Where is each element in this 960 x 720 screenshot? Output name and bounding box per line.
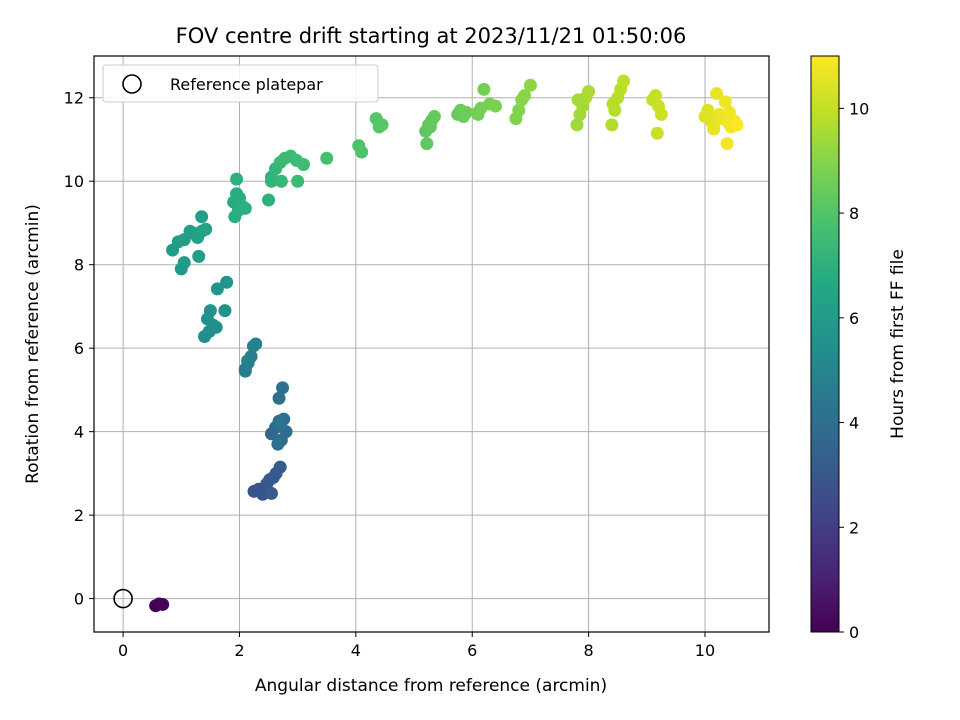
x-tick-label: 0	[118, 641, 128, 660]
data-point	[523, 78, 537, 92]
x-tick-label: 8	[584, 641, 594, 660]
data-point	[489, 99, 503, 113]
y-tick-label: 0	[74, 590, 84, 609]
x-axis-label: Angular distance from reference (arcmin)	[255, 676, 607, 696]
y-axis-ticks: 0 2 4 6 8 10 12	[64, 89, 94, 609]
data-point	[274, 174, 288, 188]
data-point	[571, 93, 585, 107]
data-point	[192, 249, 206, 263]
colorbar-tick-label: 2	[849, 518, 859, 537]
data-point	[730, 118, 744, 132]
chart-title: FOV centre drift starting at 2023/11/21 …	[176, 24, 687, 48]
y-tick-label: 10	[64, 172, 84, 191]
data-point	[276, 381, 290, 395]
data-point	[427, 110, 441, 124]
data-point	[707, 122, 721, 136]
data-point	[606, 97, 620, 111]
data-point	[264, 174, 278, 188]
data-point	[271, 437, 285, 451]
data-point	[650, 126, 664, 140]
data-point	[249, 337, 263, 351]
data-point	[701, 103, 715, 117]
x-tick-label: 4	[351, 641, 361, 660]
colorbar-tick-label: 6	[849, 309, 859, 328]
data-point	[231, 203, 245, 217]
data-point	[654, 107, 668, 121]
data-point	[375, 118, 389, 132]
legend-label-reference-platepar: Reference platepar	[170, 75, 323, 94]
colorbar: 0 2 4 6 8 10 Hours from first FF file	[810, 55, 908, 642]
data-point	[459, 105, 473, 119]
legend: Reference platepar	[102, 64, 379, 103]
y-tick-label: 8	[74, 256, 84, 275]
x-tick-label: 10	[695, 641, 715, 660]
data-point	[291, 174, 305, 188]
data-point	[423, 120, 437, 134]
data-point	[209, 320, 223, 334]
colorbar-gradient	[810, 55, 840, 633]
data-point	[195, 210, 209, 224]
colorbar-tick-label: 0	[849, 623, 859, 642]
data-point	[471, 105, 485, 119]
data-point	[210, 282, 224, 296]
data-point	[477, 82, 491, 96]
y-axis-label: Rotation from reference (arcmin)	[23, 204, 43, 484]
data-point	[420, 137, 434, 151]
data-point	[203, 304, 217, 318]
data-point	[355, 145, 369, 159]
data-point	[617, 74, 631, 88]
x-tick-label: 6	[467, 641, 477, 660]
data-point	[264, 486, 278, 500]
y-tick-label: 12	[64, 89, 84, 108]
colorbar-ticks: 0 2 4 6 8 10	[839, 99, 869, 642]
data-point	[718, 95, 732, 109]
data-point	[218, 304, 232, 318]
data-point	[512, 103, 526, 117]
data-point	[220, 275, 234, 289]
data-point	[570, 118, 584, 132]
colorbar-tick-label: 4	[849, 414, 859, 433]
y-tick-label: 6	[74, 339, 84, 358]
data-point	[230, 172, 244, 186]
data-point	[722, 105, 736, 119]
plot-frame	[93, 55, 770, 633]
data-point	[262, 193, 276, 207]
colorbar-label: Hours from first FF file	[888, 249, 908, 439]
data-point	[177, 256, 191, 270]
data-point	[605, 118, 619, 132]
data-point	[273, 460, 287, 474]
data-point	[582, 84, 596, 98]
data-point	[199, 222, 213, 236]
data-point	[710, 87, 724, 101]
data-point	[241, 354, 255, 368]
data-point	[320, 151, 334, 165]
y-tick-label: 4	[74, 423, 84, 442]
x-tick-label: 2	[234, 641, 244, 660]
y-tick-label: 2	[74, 506, 84, 525]
colorbar-tick-label: 8	[849, 204, 859, 223]
data-point	[156, 597, 170, 611]
data-point	[272, 391, 286, 405]
data-points	[149, 74, 744, 613]
reference-platepar-marker	[113, 588, 133, 609]
data-point	[238, 364, 252, 378]
data-point	[720, 137, 734, 151]
x-axis-ticks: 0 2 4 6 8 10	[118, 632, 715, 660]
data-point	[273, 416, 287, 430]
colorbar-tick-label: 10	[849, 99, 869, 118]
legend-box	[102, 64, 379, 103]
data-point	[518, 89, 532, 103]
legend-open-circle-icon	[122, 74, 142, 94]
data-point	[649, 89, 663, 103]
data-point	[296, 158, 310, 172]
